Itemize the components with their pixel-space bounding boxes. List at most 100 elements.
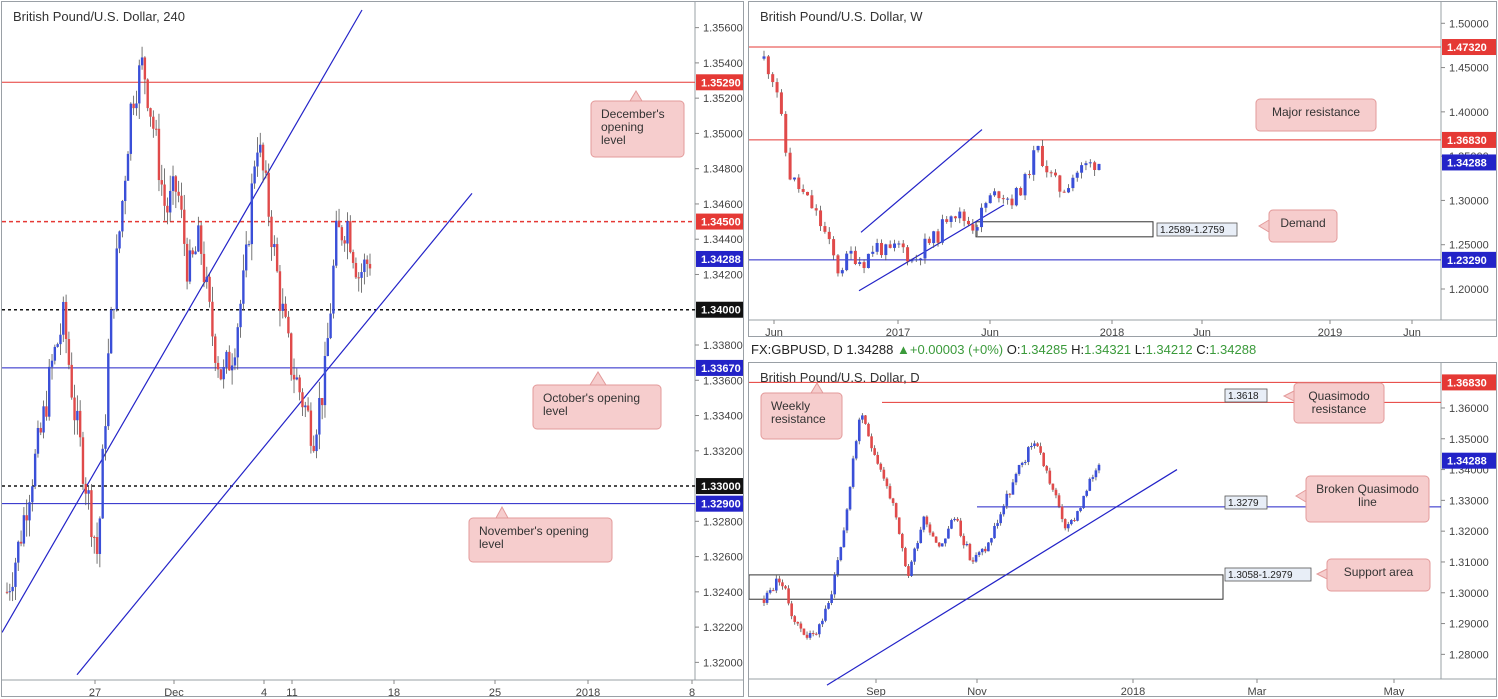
price-tag [1442, 452, 1496, 469]
candle-body [959, 520, 962, 536]
candle-body [931, 532, 935, 537]
candle-body [1019, 188, 1023, 196]
candle-body [219, 369, 223, 380]
callout-pointer [810, 382, 824, 394]
candle-body [971, 224, 975, 231]
candle-body [267, 172, 270, 217]
candle-body [239, 303, 242, 328]
candle-body [1049, 172, 1053, 174]
candle-body [281, 303, 284, 311]
candle-body [1045, 466, 1049, 471]
candle-body [790, 603, 793, 617]
candle-body [236, 327, 239, 358]
candle-body [1073, 520, 1076, 522]
candle-body [1001, 198, 1005, 200]
candle-body [326, 338, 329, 356]
candle-body [250, 183, 254, 245]
price-tag [1442, 374, 1496, 391]
callout-pointer [495, 505, 509, 519]
candle-body [1097, 464, 1101, 471]
candle-body [797, 177, 801, 190]
time-tick-label: 2019 [1318, 327, 1342, 337]
candle-body [980, 548, 984, 553]
price-tag [696, 250, 743, 267]
candle-body [806, 191, 810, 196]
chart-title-daily: British Pound/U.S. Dollar, D [760, 370, 920, 385]
candle-body [112, 309, 116, 311]
annotation-callout [760, 392, 843, 440]
price-tick-label: 1.32200 [703, 622, 743, 634]
time-tick-label: Jun [981, 327, 999, 337]
trend-line [2, 9, 363, 633]
candle-body [337, 220, 341, 228]
candle-body [180, 195, 183, 210]
candle-body [1017, 464, 1021, 474]
candle-body [242, 270, 245, 304]
candle-body [997, 191, 1001, 199]
price-tick-label: 1.32000 [1449, 526, 1489, 538]
candle-body [363, 259, 366, 273]
candle-body [78, 410, 82, 438]
candle-body [906, 247, 910, 262]
candle-body [304, 405, 307, 408]
candle-body [101, 448, 104, 519]
annotation-text: Demand [1280, 216, 1325, 230]
chart-panel-daily: 1.36000 1.35000 1.34000 1.33000 1.32000 1.310… [748, 362, 1497, 697]
candle-body [73, 397, 76, 421]
chart-panel-240: 1.35600 1.35400 1.35200 1.35000 1.34800 1.346… [1, 1, 744, 697]
zone-box [749, 574, 1224, 600]
annotation-text: resistance [1312, 402, 1367, 416]
candle-body [1093, 162, 1097, 170]
price-tick-label: 1.30000 [1449, 195, 1489, 207]
candle-body [944, 538, 947, 544]
candle-body [814, 208, 818, 211]
candle-body [53, 346, 57, 361]
candle-body [67, 339, 71, 365]
callout-pointer [1282, 390, 1295, 402]
price-tag [696, 478, 743, 495]
candle-body [836, 255, 840, 274]
candle-body [932, 231, 936, 244]
candle-body [768, 590, 772, 593]
candle-body [31, 486, 34, 503]
candle-body [1036, 145, 1040, 151]
annotation-text: resistance [771, 412, 826, 426]
candle-body [292, 374, 296, 380]
candle-body [854, 441, 858, 459]
candle-body [351, 252, 355, 263]
candle-body [25, 515, 28, 521]
candle-body [904, 548, 907, 567]
candle-body [76, 410, 79, 421]
candle-body [87, 490, 90, 494]
candle-body [166, 205, 169, 213]
candle-body [965, 544, 969, 546]
candle-body [796, 621, 800, 624]
candle-body [1084, 163, 1088, 166]
candle-body [945, 219, 949, 222]
candle-body [214, 336, 217, 363]
callout-pointer [1258, 219, 1270, 233]
candle-body [1040, 145, 1044, 166]
candle-body [1085, 490, 1089, 496]
candle-body [1014, 473, 1018, 483]
annotation-text: October's opening [543, 391, 640, 405]
candle-body [832, 239, 836, 256]
candle-body [818, 624, 821, 635]
candle-body [999, 514, 1002, 524]
candle-body [5, 591, 9, 593]
callout-pointer [1315, 568, 1328, 580]
candle-body [126, 153, 130, 181]
candle-body [980, 207, 984, 228]
candle-body [968, 544, 972, 561]
candle-body [996, 523, 999, 526]
candle-body [1062, 191, 1066, 193]
candle-body [1057, 495, 1061, 507]
candle-body [975, 227, 979, 231]
candle-body [871, 251, 875, 254]
candle-body [275, 244, 279, 272]
candle-body [766, 56, 770, 75]
candle-body [95, 537, 99, 554]
candle-body [971, 560, 975, 562]
candle-body [233, 357, 237, 366]
annotation-text: Weekly [771, 399, 810, 413]
